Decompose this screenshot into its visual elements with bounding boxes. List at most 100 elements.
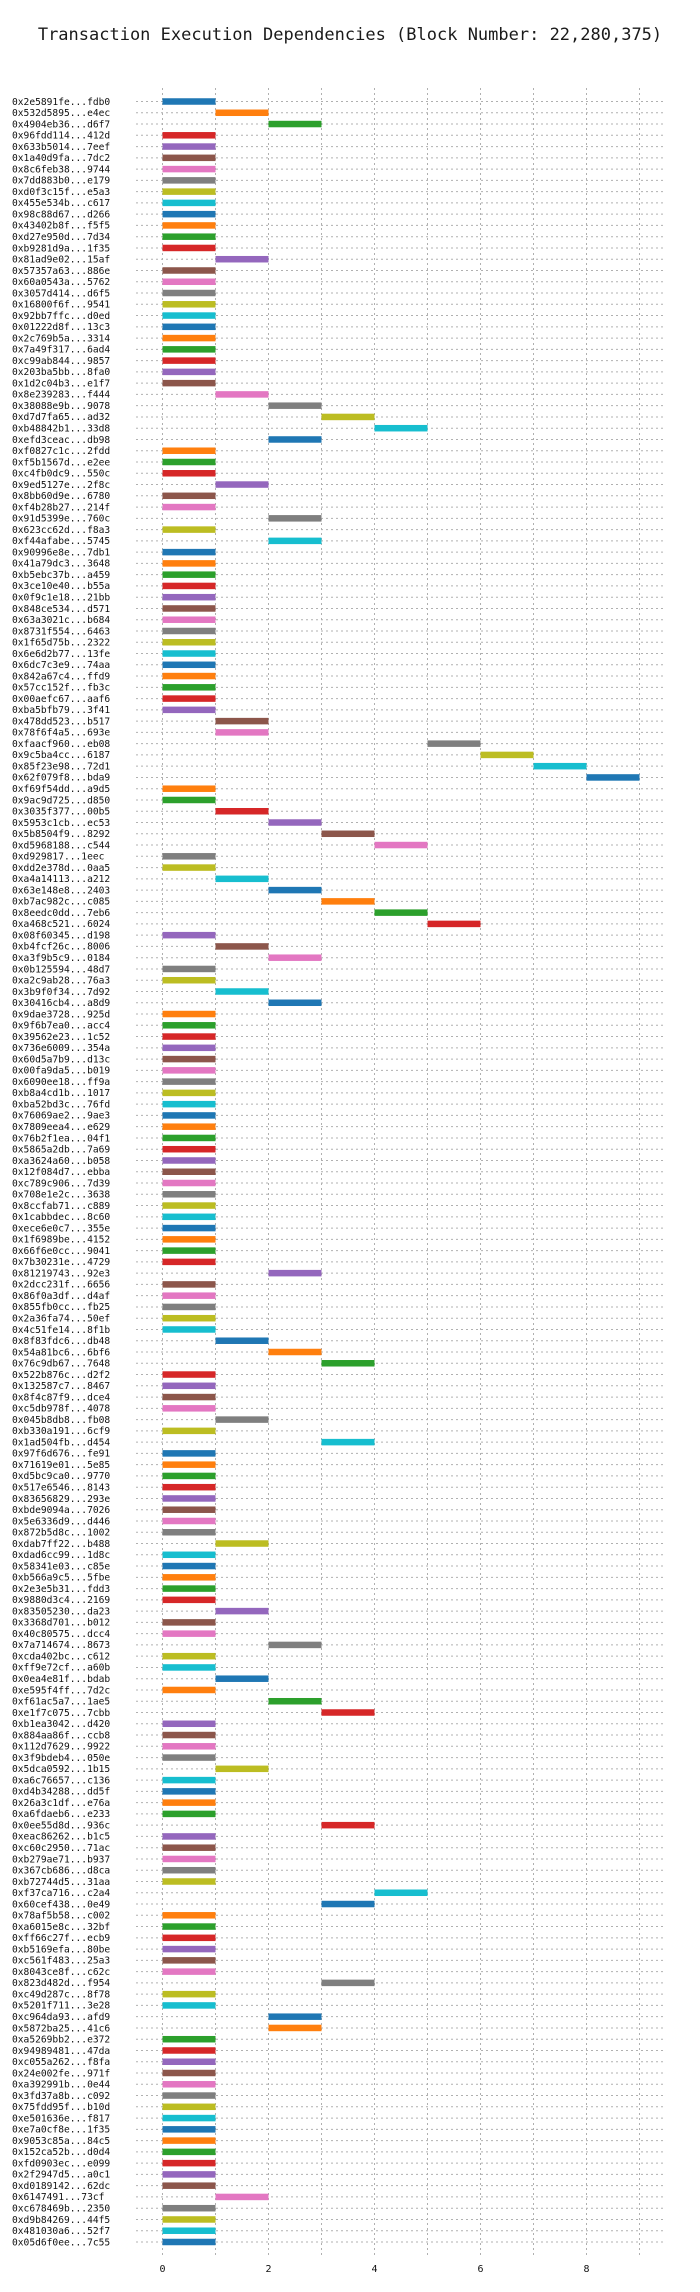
transaction-bar <box>162 593 216 601</box>
transaction-label: 0x76c9db67...7648 <box>12 1359 110 1370</box>
transaction-label: 0x152ca52b...d0d4 <box>12 2147 110 2158</box>
transaction-label: 0x9880d3c4...2169 <box>12 1595 110 1606</box>
transaction-bar <box>162 672 216 680</box>
transaction-bar <box>162 492 216 500</box>
transaction-bar <box>162 582 216 590</box>
transaction-bar <box>321 1821 375 1829</box>
transaction-label: 0xe595f4ff...7d2c <box>12 1685 110 1696</box>
transaction-label: 0x24e002fe...971f <box>12 2068 110 2079</box>
transaction-bar <box>162 210 216 218</box>
transaction-label: 0xd9b84269...44f5 <box>12 2215 110 2226</box>
transaction-label: 0x97f6d676...fe91 <box>12 1449 110 1460</box>
transaction-bar <box>162 1112 216 1119</box>
transaction-bar <box>162 1866 216 1874</box>
transaction-label: 0x08f60345...d198 <box>12 930 110 941</box>
transaction-label: 0x7b30231e...4729 <box>12 1257 110 1268</box>
transaction-bar <box>162 289 216 297</box>
transaction-label: 0xcda402bc...c612 <box>12 1651 110 1662</box>
transaction-label: 0x1f65d75b...2322 <box>12 638 110 649</box>
transaction-bar <box>268 2024 322 2032</box>
transaction-label: 0x3ce10e40...b55a <box>12 581 110 592</box>
transaction-label: 0xd5968188...c544 <box>12 840 110 851</box>
transaction-label: 0x367cb686...d8ca <box>12 1866 110 1877</box>
transaction-label: 0x40c80575...dcc4 <box>12 1629 110 1640</box>
transaction-bar <box>162 278 216 286</box>
transaction-label: 0x6147491...73cf <box>12 2192 104 2203</box>
transaction-label: 0xc60c2950...71ac <box>12 1843 110 1854</box>
transaction-label: 0x1f6989be...4152 <box>12 1235 110 1246</box>
transaction-label: 0x60a0543a...5762 <box>12 277 110 288</box>
transaction-bar <box>162 2114 216 2122</box>
transaction-label: 0xd929817...1eec <box>12 852 104 863</box>
transaction-bar <box>268 515 322 522</box>
transaction-bar <box>162 1371 216 1378</box>
transaction-bar <box>162 1010 216 1018</box>
transaction-bar <box>162 1292 216 1299</box>
transaction-label: 0x848ce534...d571 <box>12 604 110 615</box>
transaction-label: 0x30416cb4...a8d9 <box>12 998 110 1009</box>
transaction-bar <box>162 2171 216 2178</box>
transaction-bar <box>215 1675 269 1682</box>
transaction-label: 0x5201f711...3e28 <box>12 2001 110 2012</box>
transaction-bar <box>162 1258 216 1266</box>
transaction-bar <box>162 1574 216 1581</box>
transaction-label: 0x58341e03...c85e <box>12 1561 110 1572</box>
transaction-label: 0x83505230...da23 <box>12 1606 110 1617</box>
transaction-bar <box>162 1067 216 1074</box>
transaction-bar <box>162 1483 216 1491</box>
transaction-label: 0x481030a6...52f7 <box>12 2226 110 2237</box>
transaction-bar <box>268 1641 322 1649</box>
grid-lines <box>136 88 666 2258</box>
transaction-bar <box>162 1224 216 1232</box>
transaction-label: 0x5b8504f9...8292 <box>12 829 110 840</box>
transaction-label: 0xc789c906...7d39 <box>12 1178 110 1189</box>
transaction-bar <box>215 1416 269 1423</box>
transaction-label: 0xff66c27f...ecb9 <box>12 1933 110 1944</box>
transaction-bar <box>533 762 587 770</box>
transaction-bar <box>268 402 322 409</box>
transaction-bar <box>162 785 216 792</box>
transaction-bar <box>162 1529 216 1536</box>
transaction-bar <box>162 334 216 342</box>
transaction-bar <box>427 920 481 928</box>
transaction-label: 0xd7d7fa65...ad32 <box>12 412 110 423</box>
transaction-label: 0x8e239283...f444 <box>12 390 110 401</box>
transaction-bar <box>321 1709 375 1716</box>
transaction-label: 0x6dc7c3e9...74aa <box>12 660 110 671</box>
transaction-label: 0xfaacf960...eb08 <box>12 739 110 750</box>
transaction-bar <box>215 1337 269 1344</box>
transaction-label: 0xb566a9c5...5fbe <box>12 1573 110 1584</box>
transaction-label: 0x81219743...92e3 <box>12 1268 110 1279</box>
transaction-label: 0x01222d8f...13c3 <box>12 322 110 333</box>
transaction-label: 0xba5bfb79...3f41 <box>12 705 110 716</box>
transaction-bar <box>162 1810 216 1818</box>
transaction-label: 0x96fdd114...412d <box>12 131 110 142</box>
transaction-label: 0x5865a2db...7a69 <box>12 1145 110 1156</box>
transaction-bar <box>268 999 322 1007</box>
transaction-bar <box>162 1044 216 1052</box>
x-tick-labels: 0 2 4 6 8 <box>159 2264 589 2275</box>
transaction-label: 0x9ed5127e...2f8c <box>12 480 110 491</box>
transaction-label: 0xa6fdaeb6...e233 <box>12 1809 110 1820</box>
transaction-bar <box>268 954 322 961</box>
transaction-label: 0x3035f377...00b5 <box>12 807 110 818</box>
transaction-bar <box>162 1168 216 1175</box>
transaction-label: 0xe7a0cf8e...1f35 <box>12 2125 110 2136</box>
transaction-bar <box>162 2216 216 2223</box>
transaction-bar <box>268 886 322 894</box>
x-tick-label: 8 <box>583 2264 589 2275</box>
transaction-bar <box>162 1179 216 1187</box>
transaction-label: 0xf69f54dd...a9d5 <box>12 784 110 795</box>
transaction-label: 0x43402b8f...f5f5 <box>12 221 110 232</box>
transaction-bar <box>162 1495 216 1502</box>
transaction-bar <box>162 1855 216 1863</box>
transaction-bar <box>162 1281 216 1288</box>
transaction-bar <box>162 1382 216 1390</box>
transaction-bar <box>162 2035 216 2043</box>
transaction-bar <box>162 965 216 973</box>
transaction-label: 0xdab7ff22...b488 <box>12 1539 110 1550</box>
transaction-label: 0x2e3e5b31...fdd3 <box>12 1584 110 1595</box>
transaction-bar <box>374 841 428 849</box>
transaction-label: 0x623cc62d...f8a3 <box>12 525 110 536</box>
transaction-bar <box>268 819 322 826</box>
